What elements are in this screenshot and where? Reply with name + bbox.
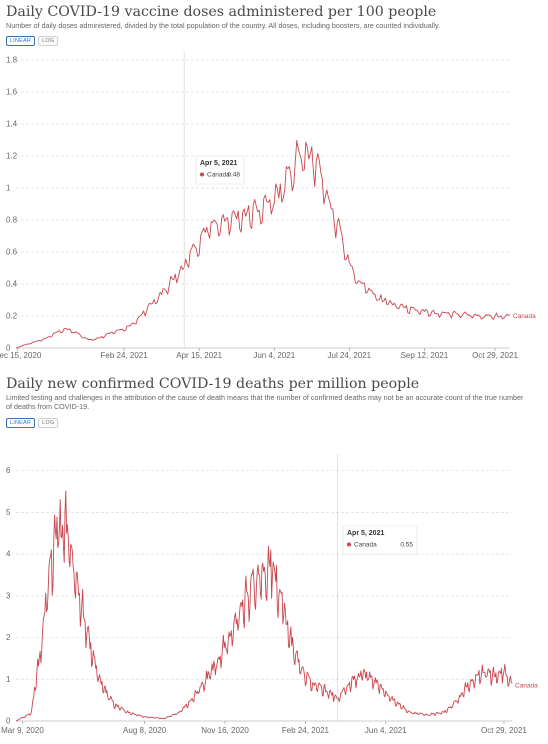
chart-subtitle: Limited testing and challenges in the at… [6, 393, 524, 411]
y-tick-label: 3 [6, 591, 11, 600]
tooltip-date: Apr 5, 2021 [347, 530, 384, 537]
x-tick-label: Jun 4, 2021 [253, 351, 295, 360]
y-tick-label: 0.2 [6, 312, 18, 321]
log-scale-button[interactable]: LOG [38, 418, 59, 428]
y-tick-label: 1.2 [6, 152, 18, 161]
scale-toggle: LINEAR LOG [6, 418, 59, 428]
y-tick-label: 0.8 [6, 216, 18, 225]
scale-toggle: LINEAR LOG [6, 36, 59, 46]
y-tick-label: 6 [6, 466, 11, 475]
y-tick-label: 4 [6, 550, 11, 559]
x-tick-label: Feb 24, 2021 [101, 351, 149, 360]
x-tick-label: Nov 16, 2020 [201, 726, 249, 735]
deaths-chart-panel: Daily new confirmed COVID-19 deaths per … [0, 372, 548, 744]
tooltip-box [195, 155, 245, 185]
chart-subtitle: Number of daily doses administered, divi… [6, 21, 441, 30]
x-tick-label: Aug 8, 2020 [123, 726, 167, 735]
tooltip-series-name: Canada [207, 172, 230, 179]
y-tick-label: 2 [6, 633, 11, 642]
series-end-label: Canada [515, 683, 538, 690]
y-tick-label: 1.4 [6, 120, 18, 129]
tooltip-value: 0.55 [400, 542, 413, 549]
y-tick-label: 0.6 [6, 248, 18, 257]
chart-title: Daily COVID-19 vaccine doses administere… [6, 4, 437, 20]
vaccine-chart[interactable]: 0 0.2 0.4 0.6 0.8 1 1.2 1.4 1.6 1.8 Dec 15, 2020 Fe… [0, 0, 548, 372]
log-scale-button[interactable]: LOG [38, 36, 59, 46]
y-tick-label: 5 [6, 508, 11, 517]
tooltip-box [342, 525, 418, 555]
tooltip-series-name: Canada [354, 542, 377, 549]
x-tick-label: Oct 29, 2021 [472, 351, 518, 360]
tooltip-value: 0.48 [227, 172, 240, 179]
y-tick-label: 1 [6, 675, 11, 684]
linear-scale-button[interactable]: LINEAR [6, 418, 36, 428]
tooltip: Apr 5, 2021 Canada 0.55 [342, 525, 418, 555]
deaths-chart[interactable]: 0 1 2 3 4 5 6 Mar 9, 2020 Aug 8, 2020 Nov 16, 202… [0, 372, 548, 744]
series-line-canada [15, 139, 511, 349]
x-tick-label: Oct 29, 2021 [481, 726, 527, 735]
x-tick-label: Dec 15, 2020 [0, 351, 42, 360]
y-tick-label: 1 [6, 184, 11, 193]
y-tick-label: 0.4 [6, 280, 18, 289]
tooltip-legend-dot [347, 542, 351, 547]
x-tick-label: Jun 4, 2021 [365, 726, 407, 735]
vaccine-chart-panel: Daily COVID-19 vaccine doses administere… [0, 0, 548, 372]
linear-scale-button[interactable]: LINEAR [6, 36, 36, 46]
y-tick-label: 1.6 [6, 88, 18, 97]
series-end-label: Canada [513, 313, 536, 320]
y-tick-label: 0 [6, 717, 11, 726]
x-tick-label: Sep 12, 2021 [401, 351, 449, 360]
tooltip-legend-dot [200, 172, 204, 177]
y-tick-label: 1.8 [6, 56, 18, 65]
x-tick-label: Mar 9, 2020 [1, 726, 44, 735]
chart-title: Daily new confirmed COVID-19 deaths per … [6, 376, 420, 392]
x-tick-label: Feb 24, 2021 [282, 726, 330, 735]
series-line-canada [15, 490, 513, 722]
y-tick-label: 0 [6, 344, 11, 353]
x-tick-label: Jul 24, 2021 [328, 351, 372, 360]
tooltip-date: Apr 5, 2021 [200, 160, 237, 167]
x-tick-label: Apr 15, 2021 [176, 351, 222, 360]
